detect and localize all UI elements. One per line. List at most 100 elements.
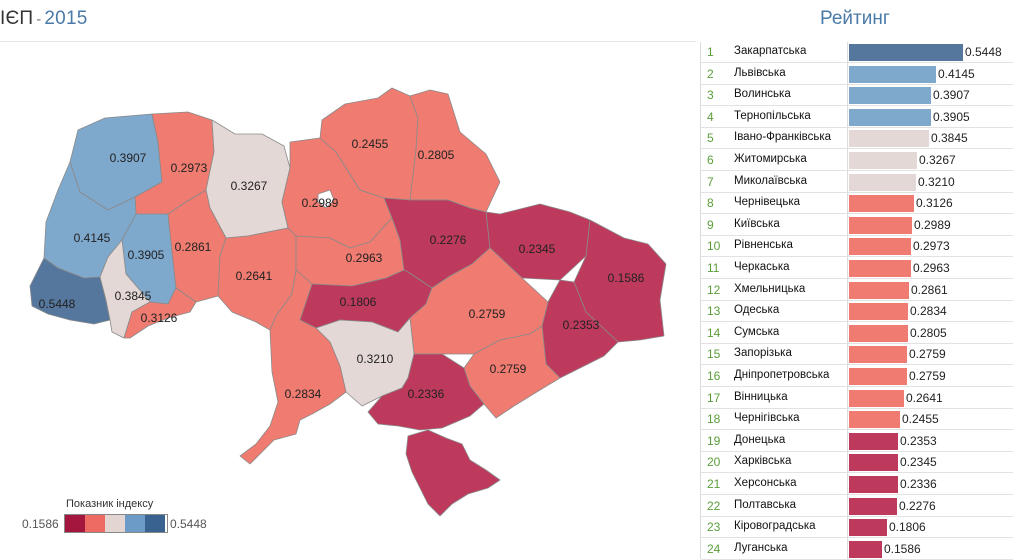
index-bar — [849, 65, 936, 83]
rank-number: 19 — [707, 433, 721, 448]
index-bar — [849, 216, 912, 234]
table-row[interactable]: 4 Тернопільська 0.3905 — [701, 107, 1013, 128]
table-row[interactable]: 23 Кіровоградська 0.1806 — [701, 517, 1013, 539]
region-name: Луганська — [734, 541, 788, 554]
index-value: 0.2759 — [909, 347, 946, 362]
rank-number: 4 — [707, 109, 714, 124]
region-name: Одеська — [734, 304, 780, 317]
index-bar — [849, 346, 907, 364]
index-value: 0.2353 — [900, 433, 937, 448]
table-row[interactable]: 6 Житомирська 0.3267 — [701, 150, 1013, 171]
index-bar — [849, 260, 911, 277]
rank-number: 21 — [707, 477, 721, 491]
index-value: 0.3907 — [933, 88, 970, 103]
region-name: Житомирська — [734, 153, 807, 165]
table-row[interactable]: 20 Харківська 0.2345 — [701, 452, 1013, 474]
index-bar — [849, 87, 931, 105]
page-title: ІЄП -2015 — [0, 8, 87, 30]
region-name: Тернопільська — [734, 109, 811, 122]
region-odeska[interactable] — [239, 269, 347, 465]
table-row[interactable]: 16 Дніпропетровська 0.2759 — [701, 366, 1013, 387]
table-row[interactable]: 22 Полтавська 0.2276 — [701, 496, 1013, 517]
rank-number: 12 — [707, 282, 721, 297]
table-row[interactable]: 11 Черкаська 0.2963 — [701, 258, 1013, 279]
region-crimea[interactable] — [405, 429, 501, 517]
region-khersonska[interactable] — [367, 353, 485, 431]
map-value-label: 0.3845 — [115, 289, 152, 303]
map-value-label: 0.3126 — [141, 311, 178, 325]
region-zakarpatska[interactable] — [29, 257, 111, 325]
map-value-label: 0.2973 — [171, 161, 208, 175]
index-bar — [849, 389, 904, 407]
region-name: Закарпатська — [734, 45, 807, 57]
index-value: 0.2345 — [900, 455, 937, 470]
region-chernivetska[interactable] — [123, 287, 197, 339]
index-value: 0.2973 — [913, 239, 950, 254]
region-name: Запорізька — [734, 347, 792, 360]
rank-number: 5 — [707, 131, 714, 146]
region-name: Кіровоградська — [734, 520, 816, 533]
index-bar — [849, 411, 900, 429]
rank-number: 10 — [707, 239, 721, 254]
index-bar — [849, 281, 909, 299]
table-row[interactable]: 14 Сумська 0.2805 — [701, 323, 1013, 344]
table-row[interactable]: 13 Одеська 0.2834 — [701, 301, 1013, 323]
rank-number: 13 — [707, 304, 721, 319]
map-value-label: 0.2276 — [430, 233, 467, 247]
table-row[interactable]: 18 Чернігівська 0.2455 — [701, 409, 1013, 431]
ranking-title: Рейтинг — [820, 8, 890, 29]
index-value: 0.2641 — [906, 390, 943, 405]
region-name: Рівненська — [734, 239, 793, 252]
legend-swatch-1 — [65, 515, 85, 533]
index-value: 0.1586 — [884, 541, 921, 556]
region-luhanska[interactable] — [573, 219, 667, 343]
table-row[interactable]: 1 Закарпатська 0.5448 — [701, 42, 1013, 63]
table-row[interactable]: 7 Миколаївська 0.3210 — [701, 172, 1013, 193]
table-row[interactable]: 17 Вінницька 0.2641 — [701, 388, 1013, 409]
table-row[interactable]: 19 Донецька 0.2353 — [701, 431, 1013, 452]
table-row[interactable]: 24 Луганська 0.1586 — [701, 539, 1013, 560]
region-name: Херсонська — [734, 477, 797, 489]
index-value: 0.4145 — [938, 66, 975, 81]
map-value-label: 0.3907 — [110, 151, 147, 165]
index-bar — [849, 173, 916, 191]
region-name: Харківська — [734, 455, 792, 468]
table-row[interactable]: 3 Волинська 0.3907 — [701, 85, 1013, 107]
table-row[interactable]: 8 Чернівецька 0.3126 — [701, 193, 1013, 215]
map-value-label: 0.5448 — [39, 297, 76, 311]
table-row[interactable]: 2 Львівська 0.4145 — [701, 64, 1013, 85]
map-value-label: 0.2759 — [469, 307, 506, 321]
table-row[interactable]: 21 Херсонська 0.2336 — [701, 474, 1013, 495]
rank-number: 15 — [707, 347, 721, 362]
map-value-label: 0.2641 — [236, 269, 273, 283]
legend-swatch-2 — [85, 515, 105, 533]
ranking-table: 1 Закарпатська 0.5448 2 Львівська 0.4145 3 Воли… — [700, 42, 1013, 560]
table-row[interactable]: 15 Запорізька 0.2759 — [701, 344, 1013, 366]
region-name: Дніпропетровська — [734, 369, 830, 381]
map-value-label: 0.3905 — [128, 248, 165, 262]
index-value: 0.2861 — [911, 282, 948, 297]
index-value: 0.3210 — [918, 174, 955, 189]
table-row[interactable]: 9 Київська 0.2989 — [701, 215, 1013, 236]
map-value-label: 0.2805 — [418, 148, 455, 162]
kyiv-city-cutout — [317, 189, 335, 209]
table-row[interactable]: 12 Хмельницька 0.2861 — [701, 280, 1013, 301]
rank-number: 20 — [707, 455, 721, 470]
rank-number: 11 — [707, 261, 720, 275]
color-legend: Показник індексу 0.1586 0.5448 — [18, 498, 218, 538]
index-bar — [849, 497, 897, 515]
ukraine-choropleth-map[interactable]: 0.5448 0.4145 0.3907 0.3905 0.3845 0.3267 0.32… — [0, 42, 696, 559]
rank-number: 17 — [707, 390, 721, 405]
map-value-label: 0.2834 — [285, 387, 322, 401]
legend-max: 0.5448 — [170, 517, 207, 531]
region-name: Київська — [734, 217, 780, 230]
legend-swatch-5 — [145, 515, 165, 533]
table-row[interactable]: 5 Івано-Франківська 0.3845 — [701, 128, 1013, 150]
index-bar — [849, 519, 887, 537]
index-bar — [849, 454, 898, 472]
legend-swatch-4 — [125, 515, 145, 533]
index-bar — [849, 130, 929, 148]
table-row[interactable]: 10 Рівненська 0.2973 — [701, 236, 1013, 258]
index-value: 0.2455 — [902, 412, 939, 427]
year-selector[interactable]: 2015 — [44, 8, 88, 29]
